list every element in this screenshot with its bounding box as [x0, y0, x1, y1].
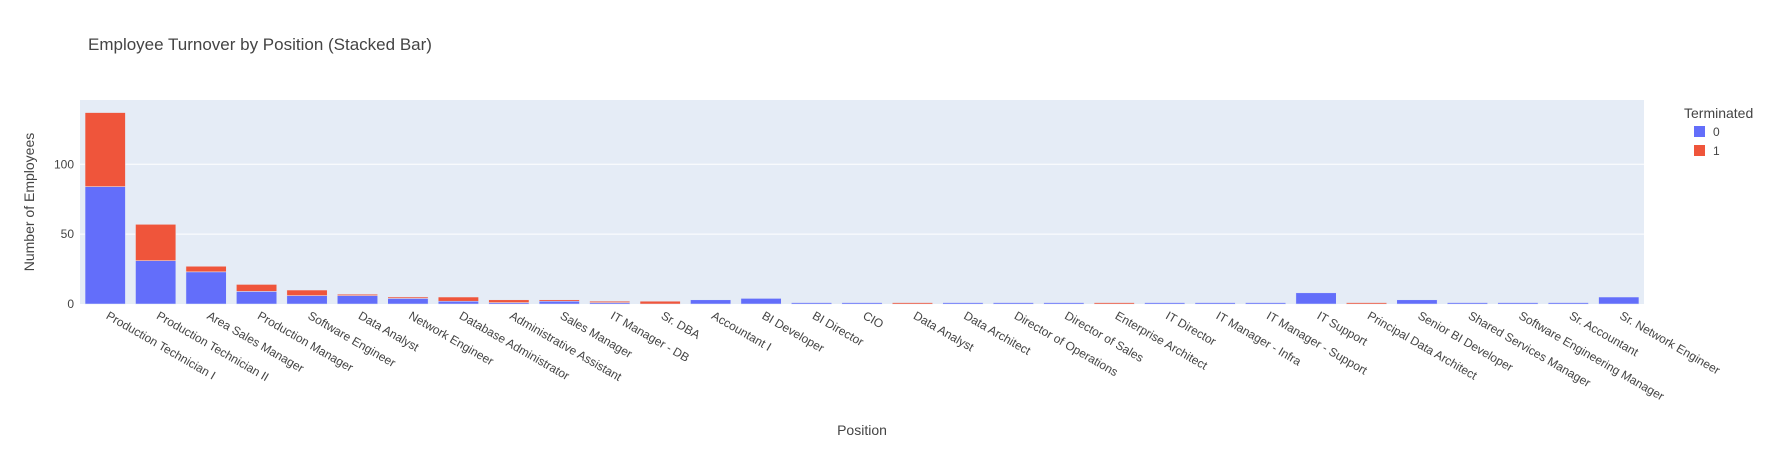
- bar-segment-series-0: [942, 302, 984, 305]
- bar-segment-series-1: [84, 112, 126, 187]
- bar-segment-series-0: [538, 300, 580, 305]
- bar-segment-series-0: [992, 302, 1034, 305]
- bars: [84, 112, 1640, 305]
- bar-segment-series-1: [538, 299, 580, 302]
- bar-segment-series-0: [84, 186, 126, 305]
- bar-segment-series-1: [236, 284, 278, 292]
- bar-segment-series-1: [337, 293, 378, 296]
- bar-segment-series-1: [1346, 302, 1387, 305]
- bar-segment-series-1: [437, 296, 479, 302]
- x-tick-label: IT Manager - Infra: [1214, 308, 1304, 368]
- y-tick-label: 100: [54, 157, 74, 171]
- bar-segment-series-0: [1043, 302, 1085, 305]
- legend-label-1: 1: [1713, 144, 1720, 158]
- bar-segment-series-1: [488, 299, 530, 303]
- bar-segment-series-0: [337, 295, 378, 305]
- legend-label-0: 0: [1713, 125, 1720, 139]
- bar-segment-series-1: [286, 289, 328, 296]
- legend-swatch-0: [1694, 126, 1705, 137]
- bar-segment-series-1: [1093, 302, 1135, 305]
- bar-segment-series-0: [1547, 302, 1589, 305]
- bar-segment-series-0: [1396, 299, 1438, 305]
- bar-segment-series-1: [892, 302, 933, 305]
- bar-segment-series-0: [387, 298, 429, 305]
- legend: Terminated 0 1: [1684, 105, 1753, 158]
- bar-segment-series-0: [1295, 292, 1337, 305]
- bar-segment-series-0: [437, 300, 479, 305]
- bar-segment-series-1: [589, 300, 631, 303]
- bar-segment-series-0: [236, 291, 278, 305]
- bar-segment-series-0: [1598, 296, 1640, 305]
- plot-area: [80, 100, 1644, 304]
- bar-segment-series-0: [690, 299, 732, 305]
- chart-title: Employee Turnover by Position (Stacked B…: [88, 35, 432, 54]
- x-tick-label: Enterprise Architect: [1113, 308, 1211, 372]
- bar-segment-series-1: [135, 224, 177, 261]
- bar-segment-series-1: [387, 296, 429, 299]
- bar-segment-series-0: [841, 302, 883, 305]
- gridlines: [80, 163, 1644, 235]
- bar-segment-series-0: [1144, 302, 1186, 305]
- bar-segment-series-0: [286, 295, 328, 305]
- bar-segment-series-0: [1245, 302, 1287, 305]
- x-tick-label: CIO: [861, 308, 886, 331]
- bar-segment-series-0: [135, 260, 177, 305]
- bar-segment-series-0: [740, 298, 782, 305]
- y-tick-label: 50: [61, 227, 75, 241]
- y-axis-title: Number of Employees: [21, 133, 37, 272]
- bar-segment-series-0: [1446, 302, 1488, 305]
- x-tick-label: Network Engineer: [406, 308, 496, 368]
- bar-segment-series-0: [791, 302, 832, 305]
- legend-title: Terminated: [1684, 105, 1753, 121]
- y-axis-ticks: 0 50 100: [54, 157, 74, 311]
- y-tick-label: 0: [67, 297, 74, 311]
- bar-segment-series-0: [1194, 302, 1236, 305]
- legend-swatch-1: [1694, 145, 1705, 156]
- bar-segment-series-0: [185, 271, 227, 305]
- bar-segment-series-1: [185, 266, 227, 273]
- x-axis-title: Position: [837, 422, 887, 438]
- bar-segment-series-1: [639, 300, 681, 305]
- bar-segment-series-0: [1497, 302, 1539, 305]
